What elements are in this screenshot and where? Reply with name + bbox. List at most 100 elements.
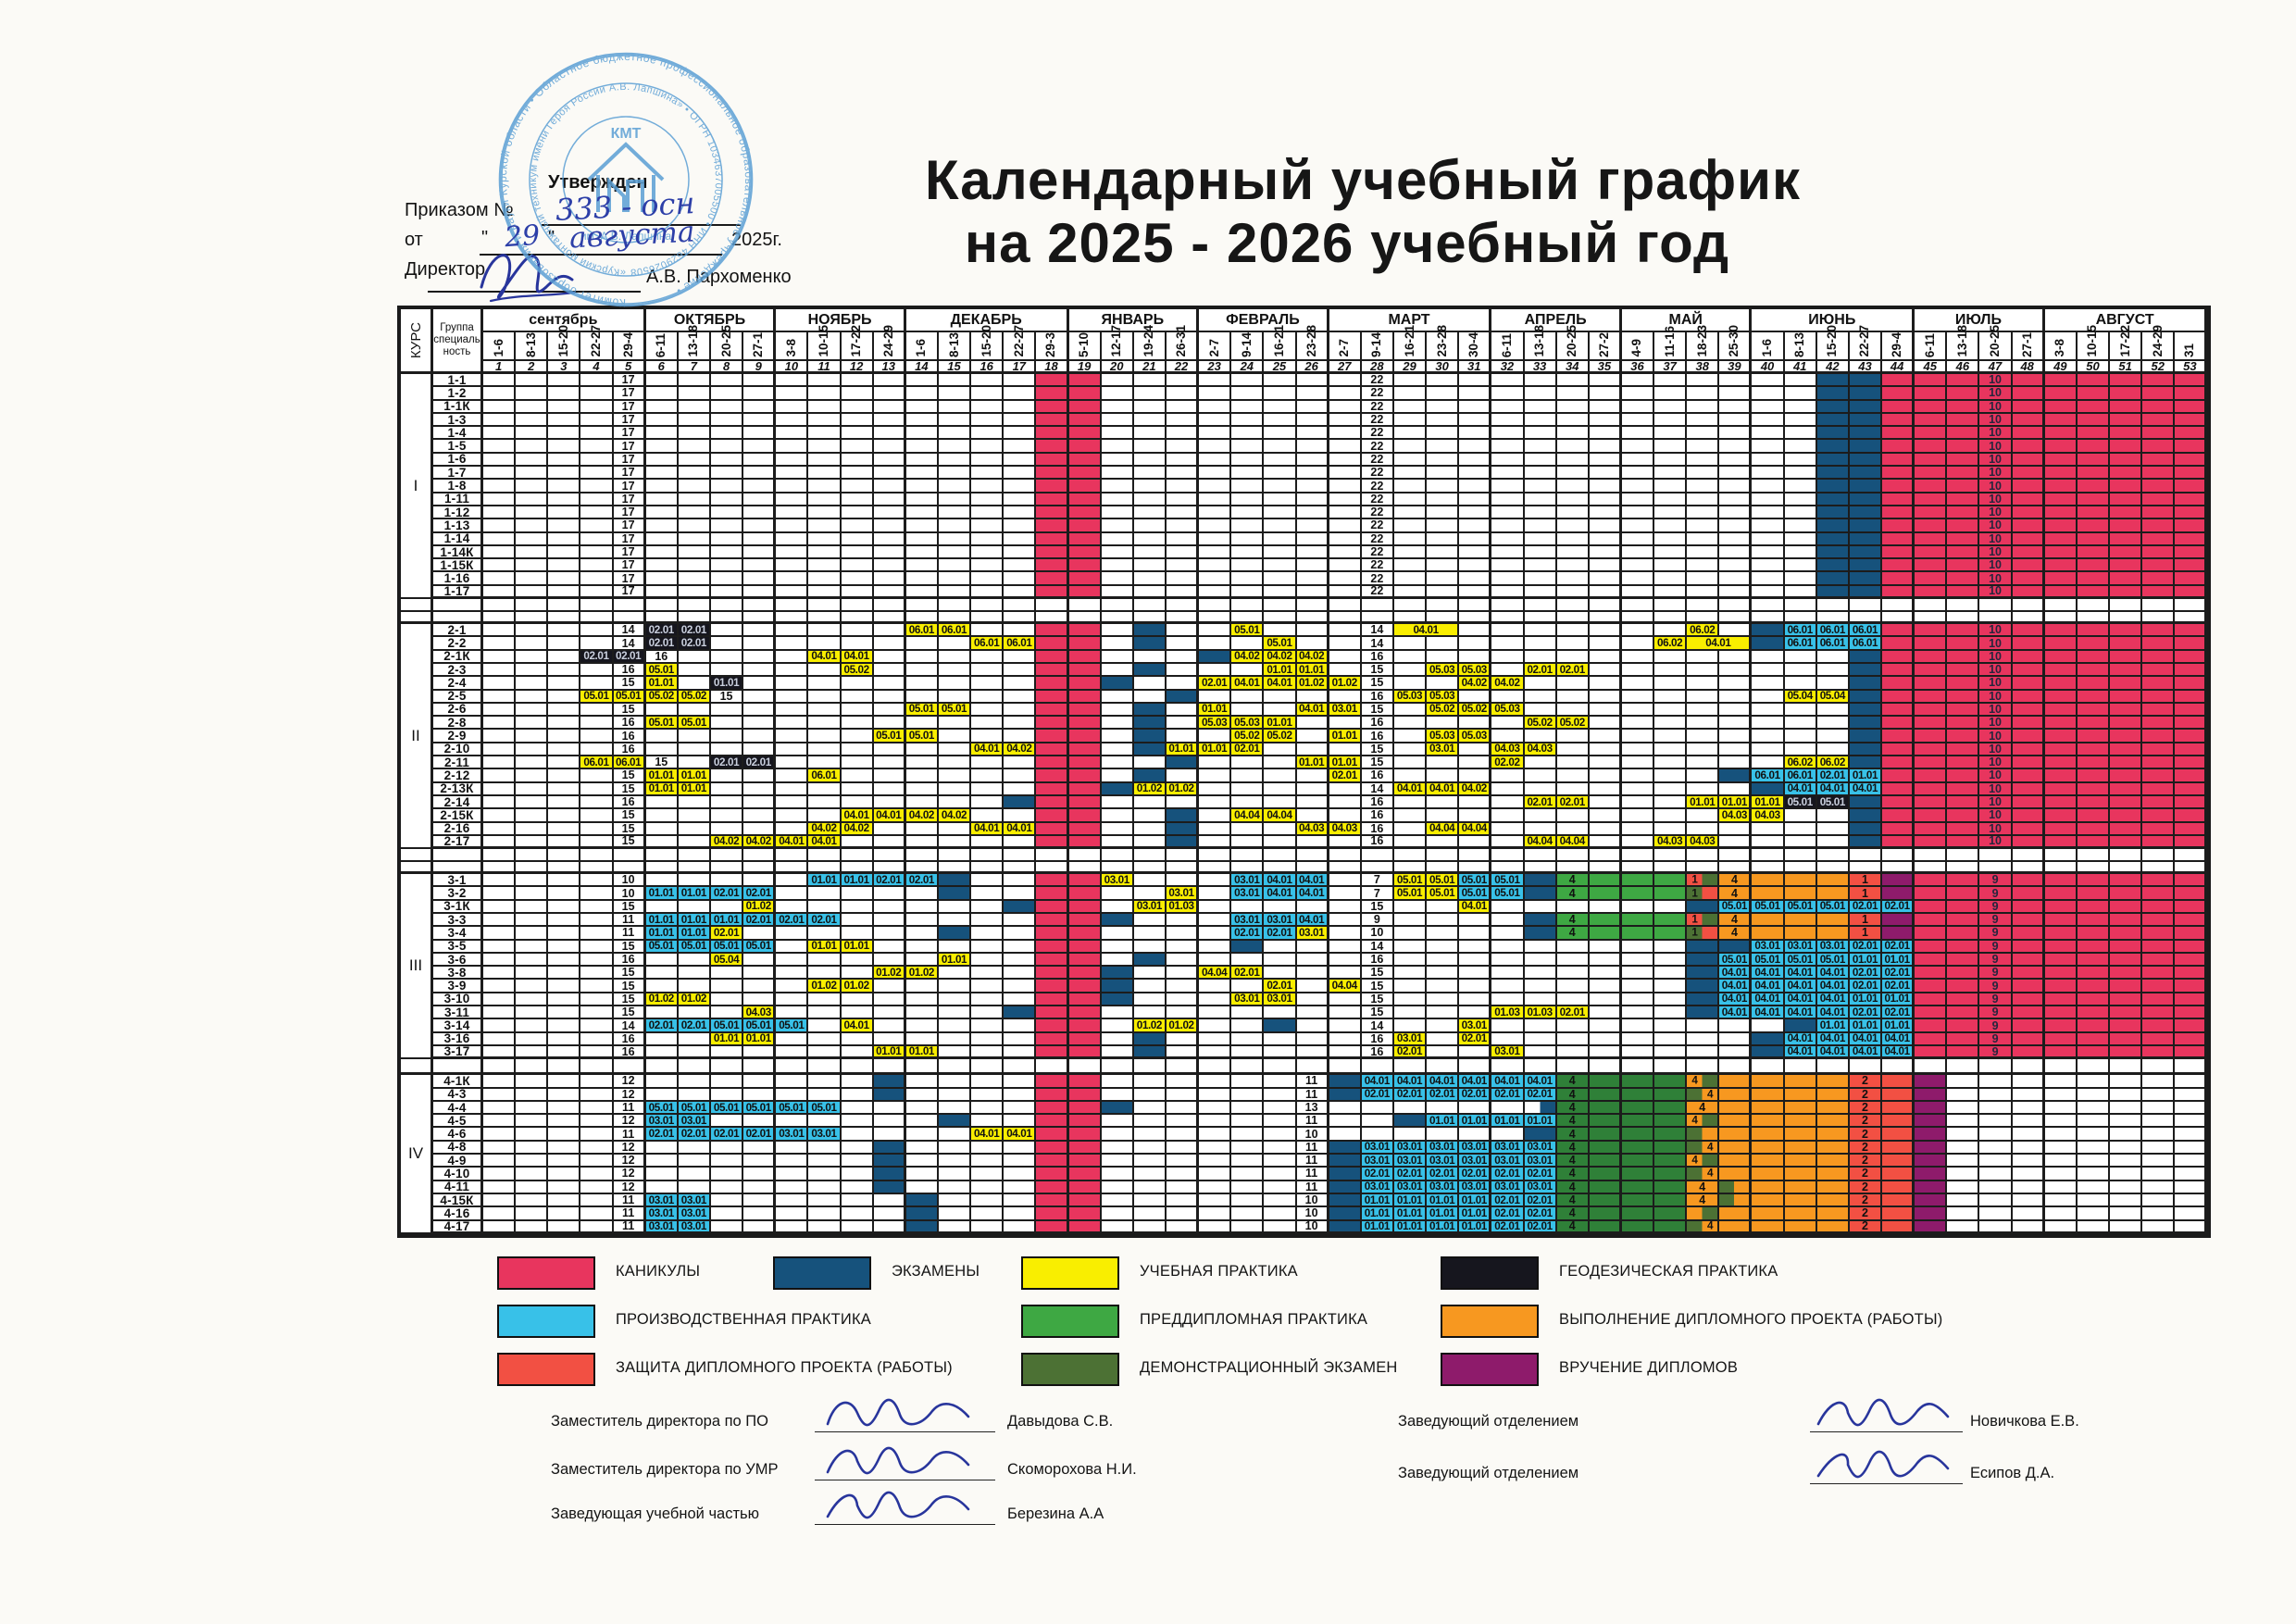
week-cell [2110,427,2143,441]
cell-text: 15 [1370,992,1384,1006]
week-cell [938,769,972,783]
week-cell [1296,413,1329,428]
cell-text: 2 [1862,1180,1868,1193]
week-cell [1393,993,1428,1007]
week-cell: 9 [1979,966,2013,981]
week-cell [1915,1141,1948,1156]
week-cell [1524,532,1557,546]
week-cell [1101,887,1134,901]
week-range-text: 22-27 [588,325,603,357]
week-cell: 05.02 [1524,717,1557,731]
week-cell [548,822,581,836]
week-cell [1068,387,1102,401]
separator-cell [548,861,581,875]
week-cell [645,545,679,560]
week-cell [645,967,679,981]
cell-text: 10 [1370,926,1384,940]
week-cell [1004,387,1037,401]
cell-text: 10 [1989,663,2002,677]
week-cell [938,1181,972,1194]
week-cell: 2 [1849,1193,1883,1208]
week-cell [1784,1088,1817,1102]
separator-cell [1491,599,1525,612]
week-cell [808,756,842,770]
cell-text: 4 [1691,1114,1698,1127]
week-cell: 01.01 [1849,954,1883,968]
week-cell [1524,900,1557,914]
week-cell [1036,980,1069,993]
separator-cell [1849,849,1883,862]
week-cell [971,545,1004,560]
week-cell [2142,887,2176,901]
week-cell: 4 [1687,1101,1720,1116]
week-cell [1101,835,1134,850]
cell-text: 02.01 [1527,1193,1553,1206]
week-cell [1166,532,1200,546]
separator-cell [1882,849,1915,862]
week-cell [1036,1019,1069,1033]
week-range-text: 27-1 [751,331,766,357]
week-cell [1393,1019,1428,1033]
week-cell [548,1115,581,1129]
week-cell [1101,440,1134,454]
week-cell [1166,650,1200,664]
week-cell [1166,1045,1200,1060]
week-range-text: 3-8 [783,339,798,357]
week-cell [1036,835,1069,850]
cell-text: 05.01 [779,1101,805,1114]
week-cell [1296,624,1329,638]
week-cell [2175,559,2208,573]
week-cell [1556,1045,1590,1060]
week-cell [1427,993,1460,1007]
week-cell [580,703,614,718]
week-cell [1329,559,1362,573]
cell-text: 04.01 [1429,782,1455,795]
week-cell [1589,717,1622,731]
week-cell: 9 [1979,1006,2013,1020]
week-cell: 05.01 [1752,954,1785,968]
week-range-text: 29-4 [620,331,635,357]
week-cell [1068,506,1102,520]
week-cell: 16 [613,795,646,810]
separator-cell [1816,1059,1850,1076]
week-cell-split: 1 [1687,914,1720,928]
week-cell: 02.01 [1264,980,1297,993]
week-cell [1231,1101,1265,1116]
week-cell: 10 [613,887,646,901]
week-cell [580,467,614,481]
week-cell [548,624,581,638]
week-cell [1329,427,1362,441]
week-cell [483,1193,517,1208]
week-cell [1589,1006,1622,1020]
week-cell [1589,1193,1622,1208]
separator-cell [1589,861,1622,875]
week-cell [873,1155,906,1168]
week-cell: 17 [613,373,646,388]
week-cell [1752,835,1785,850]
cell-text: 15 [621,676,635,690]
week-cell [1524,493,1557,506]
cell-text: 04.01 [1787,966,1814,979]
separator-cell [1068,1059,1102,1076]
cell-text: 22 [1370,373,1384,387]
week-cell: 01.02 [743,900,777,914]
week-cell [1882,835,1915,850]
week-cell [1036,453,1069,468]
week-cell [1621,374,1655,388]
week-cell [483,480,517,493]
cell-text: 05.01 [745,1019,772,1032]
week-cell [971,717,1004,731]
week-cell [2044,387,2078,401]
separator-cell [1427,611,1460,625]
separator-cell [2175,611,2208,625]
week-cell [1589,809,1622,823]
week-cell: 01.02 [841,980,874,993]
week-cell [1752,887,1785,901]
week-cell [548,663,581,678]
week-cell [1947,624,1980,638]
week-cell [1752,1193,1785,1208]
week-cell [1296,637,1329,651]
week-cell [1296,532,1329,546]
cell-text: 03.01 [1461,1154,1488,1167]
week-cell [1004,585,1037,600]
